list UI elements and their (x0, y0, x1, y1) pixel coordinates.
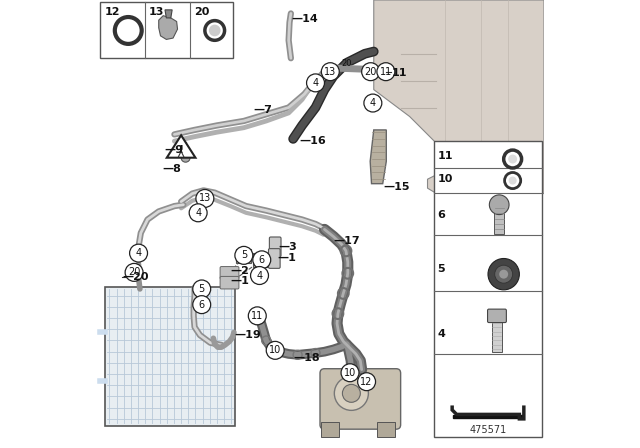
Text: 4: 4 (257, 271, 262, 280)
Text: 6: 6 (259, 255, 265, 265)
Circle shape (307, 74, 324, 92)
FancyBboxPatch shape (100, 2, 233, 58)
Circle shape (362, 63, 380, 81)
Text: 11: 11 (251, 311, 264, 321)
Circle shape (377, 63, 395, 81)
Text: —18: —18 (293, 353, 320, 363)
FancyBboxPatch shape (435, 141, 541, 437)
Circle shape (193, 296, 211, 314)
Text: 4: 4 (195, 208, 201, 218)
Text: 4: 4 (312, 78, 319, 88)
Circle shape (125, 263, 143, 281)
Text: 475571: 475571 (469, 426, 507, 435)
Text: 10: 10 (269, 345, 282, 355)
Circle shape (342, 384, 360, 402)
Text: —1: —1 (230, 276, 249, 286)
Text: 12: 12 (105, 7, 120, 17)
Text: 11: 11 (437, 151, 453, 161)
Text: —14: —14 (291, 14, 317, 24)
FancyBboxPatch shape (269, 237, 281, 257)
Polygon shape (453, 415, 523, 418)
Circle shape (250, 267, 269, 284)
Text: 11: 11 (380, 67, 392, 77)
Text: 10: 10 (344, 368, 356, 378)
Circle shape (181, 153, 190, 162)
Text: 6: 6 (437, 210, 445, 220)
Text: 4: 4 (437, 329, 445, 339)
Text: —1: —1 (278, 254, 296, 263)
Text: 5: 5 (198, 284, 205, 294)
Circle shape (266, 341, 284, 359)
Text: —15: —15 (383, 182, 410, 192)
Circle shape (364, 94, 382, 112)
Circle shape (196, 190, 214, 207)
Circle shape (321, 63, 339, 81)
Text: !: ! (179, 145, 184, 155)
Polygon shape (374, 0, 544, 194)
FancyBboxPatch shape (220, 276, 239, 289)
Circle shape (334, 376, 369, 410)
FancyBboxPatch shape (321, 422, 339, 437)
Text: —16: —16 (300, 136, 326, 146)
Circle shape (193, 280, 211, 298)
Circle shape (499, 270, 508, 279)
Text: 5: 5 (241, 250, 247, 260)
Polygon shape (370, 130, 387, 184)
Text: 12: 12 (360, 377, 372, 387)
Text: —7: —7 (253, 105, 273, 115)
Text: —3: —3 (278, 242, 296, 252)
Circle shape (341, 364, 359, 382)
FancyBboxPatch shape (488, 309, 506, 323)
Text: 20: 20 (364, 67, 377, 77)
FancyBboxPatch shape (105, 287, 235, 426)
Text: 6: 6 (198, 300, 205, 310)
Text: 20: 20 (194, 7, 209, 17)
Circle shape (508, 155, 517, 164)
Circle shape (253, 251, 271, 269)
Circle shape (509, 177, 516, 185)
Polygon shape (165, 10, 172, 18)
Text: 20: 20 (128, 267, 140, 277)
Circle shape (248, 307, 266, 325)
Text: 4: 4 (136, 248, 141, 258)
Text: —17: —17 (333, 236, 360, 246)
Text: —8: —8 (163, 164, 181, 174)
Text: 4: 4 (370, 98, 376, 108)
FancyBboxPatch shape (320, 369, 401, 429)
FancyBboxPatch shape (253, 253, 269, 267)
Text: —9: —9 (164, 145, 184, 155)
FancyBboxPatch shape (492, 311, 502, 352)
Text: —19: —19 (234, 330, 260, 340)
Circle shape (358, 373, 376, 391)
Polygon shape (159, 16, 177, 39)
Text: —2: —2 (230, 266, 249, 276)
FancyBboxPatch shape (494, 204, 504, 234)
Text: —20: —20 (122, 272, 148, 282)
Text: 20: 20 (342, 59, 352, 68)
FancyBboxPatch shape (269, 249, 280, 268)
Text: 10: 10 (437, 174, 452, 184)
FancyBboxPatch shape (236, 249, 252, 263)
Text: 13: 13 (199, 194, 211, 203)
Circle shape (189, 204, 207, 222)
Polygon shape (167, 135, 195, 158)
Circle shape (209, 25, 221, 36)
Text: 11: 11 (392, 68, 407, 78)
Circle shape (488, 258, 520, 290)
Circle shape (490, 195, 509, 215)
Circle shape (235, 246, 253, 264)
FancyBboxPatch shape (220, 267, 239, 279)
Circle shape (495, 265, 513, 283)
FancyBboxPatch shape (378, 422, 395, 437)
Text: 5: 5 (437, 264, 445, 274)
Circle shape (129, 244, 148, 262)
Text: 13: 13 (149, 7, 164, 17)
Text: 13: 13 (324, 67, 337, 77)
